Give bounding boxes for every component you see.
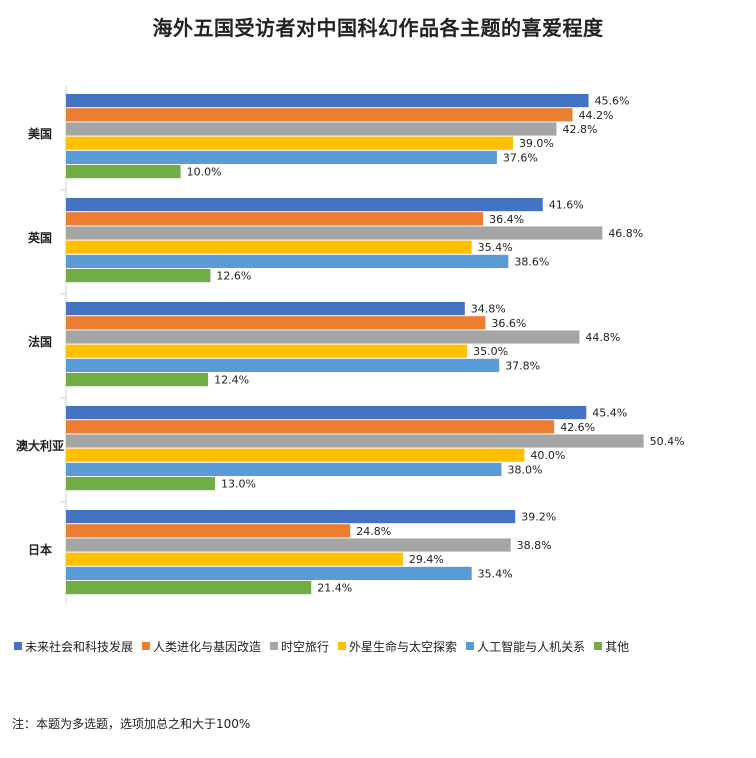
bar <box>66 108 573 122</box>
data-label: 35.4% <box>478 241 513 254</box>
legend-label: 人工智能与人机关系 <box>477 640 586 654</box>
bar-chart: 美国 45.6%44.2%42.8% 39.0%37.6% 10.0% 英国 41.6% 3… <box>16 86 685 604</box>
bar <box>66 254 509 268</box>
legend-item: 未来社会和科技发展 <box>14 638 133 655</box>
bar <box>66 462 502 476</box>
data-label: 12.6% <box>216 270 251 283</box>
bar <box>66 406 587 420</box>
legend-swatch <box>338 642 347 650</box>
bar <box>66 316 486 330</box>
data-label: 42.8% <box>562 123 597 136</box>
legend-label: 人类进化与基因改造 <box>153 640 262 654</box>
bar <box>66 150 497 164</box>
category-label: 澳大利亚 <box>16 438 64 453</box>
legend-label: 未来社会和科技发展 <box>25 640 134 654</box>
data-label: 44.2% <box>579 109 614 122</box>
bar <box>66 302 465 316</box>
data-label: 39.0% <box>519 137 554 150</box>
legend-item: 人类进化与基因改造 <box>142 638 261 655</box>
legend-label: 外星生命与太空探索 <box>349 640 458 654</box>
bar <box>66 122 557 136</box>
data-label: 24.8% <box>356 525 391 538</box>
bar <box>66 240 472 254</box>
data-label: 34.8% <box>471 303 506 316</box>
data-label: 37.8% <box>505 359 540 372</box>
chart-legend: 未来社会和科技发展 人类进化与基因改造 时空旅行 外星生命与太空探索 人工智能与人机关系… <box>14 638 638 655</box>
bar <box>66 373 209 387</box>
data-label: 39.2% <box>521 511 556 524</box>
bar <box>66 538 511 552</box>
legend-swatch <box>594 642 603 650</box>
footnote: 注：本题为多选题，选项加总之和大于100% <box>12 717 251 731</box>
data-label: 38.6% <box>514 255 549 268</box>
data-label: 35.4% <box>478 567 513 580</box>
category-label: 英国 <box>28 230 52 245</box>
chart-title: 海外五国受访者对中国科幻作品各主题的喜爱程度 <box>152 16 604 40</box>
data-label: 45.6% <box>595 95 630 108</box>
data-label: 13.0% <box>221 478 256 491</box>
data-label: 12.4% <box>214 374 249 387</box>
bar <box>66 566 472 580</box>
bar <box>66 269 211 283</box>
bar <box>66 136 513 150</box>
bar <box>66 524 351 538</box>
bar <box>66 165 181 179</box>
bar <box>66 448 525 462</box>
legend-swatch <box>142 642 151 650</box>
legend-item: 其他 <box>594 638 629 655</box>
bar <box>66 420 555 434</box>
data-label: 10.0% <box>187 166 222 179</box>
category-label: 美国 <box>28 126 52 141</box>
bar <box>66 434 644 448</box>
legend-label: 其他 <box>605 640 630 654</box>
bar <box>66 330 580 344</box>
bar <box>66 581 312 595</box>
legend-label: 时空旅行 <box>281 640 330 654</box>
data-label: 38.8% <box>517 539 552 552</box>
category-label: 法国 <box>28 334 52 349</box>
data-label: 40.0% <box>530 449 565 462</box>
data-label: 35.0% <box>473 345 508 358</box>
data-label: 36.6% <box>491 317 526 330</box>
legend-swatch <box>466 642 475 650</box>
data-label: 29.4% <box>409 553 444 566</box>
bar <box>66 510 516 524</box>
legend-item: 人工智能与人机关系 <box>466 638 585 655</box>
legend-item: 外星生命与太空探索 <box>338 638 457 655</box>
bar <box>66 344 468 358</box>
data-label: 21.4% <box>317 582 352 595</box>
bar <box>66 198 543 212</box>
data-label: 42.6% <box>560 421 595 434</box>
data-label: 46.8% <box>608 227 643 240</box>
legend-swatch <box>270 642 279 650</box>
data-label: 38.0% <box>507 463 542 476</box>
legend-item: 时空旅行 <box>270 638 329 655</box>
data-label: 41.6% <box>549 199 584 212</box>
bar <box>66 94 589 108</box>
bar <box>66 477 215 491</box>
data-label: 45.4% <box>592 407 627 420</box>
bar <box>66 212 484 226</box>
data-label: 44.8% <box>585 331 620 344</box>
bar <box>66 552 403 566</box>
data-label: 37.6% <box>503 151 538 164</box>
bar <box>66 226 603 240</box>
legend-swatch <box>14 642 22 650</box>
data-label: 36.4% <box>489 213 524 226</box>
category-label: 日本 <box>28 542 52 557</box>
bar <box>66 358 500 372</box>
data-label: 50.4% <box>650 435 685 448</box>
